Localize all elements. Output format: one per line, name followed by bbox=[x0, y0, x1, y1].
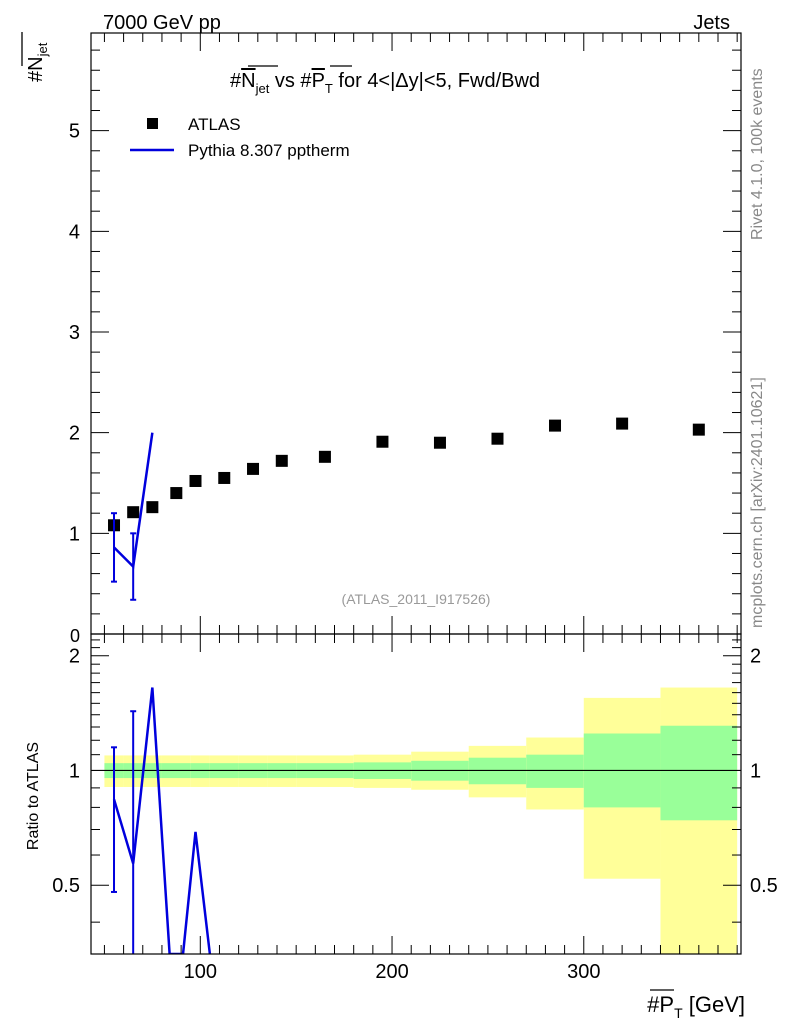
svg-text:#Njet: #Njet bbox=[25, 42, 50, 82]
main-y-tick-zero: 0 bbox=[70, 626, 80, 646]
atlas-data-point bbox=[218, 471, 231, 484]
legend-atlas-label: ATLAS bbox=[188, 115, 241, 134]
ratio-inner-band bbox=[660, 725, 738, 821]
main-data-series bbox=[108, 417, 705, 601]
ratio-y-tick-labels: 0.5 0.5 1 1 2 2 bbox=[52, 646, 778, 898]
ratio-y-tick-label-right: 1 bbox=[750, 760, 761, 782]
svg-text:#PT [GeV]: #PT [GeV] bbox=[647, 992, 745, 1021]
x-axis-label: #PT [GeV] bbox=[647, 989, 745, 1021]
ratio-uncertainty-bands bbox=[104, 687, 738, 954]
main-y-tick-label: 4 bbox=[69, 221, 80, 243]
analysis-id-label: (ATLAS_2011_I917526) bbox=[342, 591, 491, 607]
main-y-axis-label: #Njet bbox=[21, 32, 50, 82]
ratio-data-series bbox=[111, 687, 212, 954]
atlas-data-point bbox=[433, 436, 446, 449]
ratio-y-tick-label-left: 1 bbox=[69, 760, 80, 782]
main-y-tick-labels: 1 2 3 4 5 bbox=[69, 121, 80, 546]
ratio-y-axis-label: Ratio to ATLAS bbox=[25, 742, 42, 850]
atlas-data-point bbox=[127, 506, 140, 519]
atlas-data-point bbox=[491, 432, 504, 445]
atlas-data-point bbox=[146, 501, 159, 514]
ratio-x-tick-label: 100 bbox=[184, 961, 217, 983]
ratio-y-tick-label-right: 0.5 bbox=[750, 875, 778, 897]
ratio-x-tick-labels: 100 200 300 bbox=[184, 961, 601, 983]
ratio-y-tick-label-right: 2 bbox=[750, 646, 761, 668]
main-y-tick-label: 1 bbox=[69, 523, 80, 545]
main-y-tick-label: 2 bbox=[69, 423, 80, 445]
atlas-data-point bbox=[616, 417, 629, 430]
atlas-data-point bbox=[549, 419, 562, 432]
atlas-data-point bbox=[247, 462, 260, 475]
atlas-data-point bbox=[318, 450, 331, 463]
atlas-data-point bbox=[275, 454, 288, 467]
ratio-y-tick-label-left: 0.5 bbox=[52, 875, 80, 897]
ratio-axis-ticks bbox=[91, 634, 741, 954]
atlas-data-point bbox=[189, 474, 202, 487]
ratio-y-tick-label-left: 2 bbox=[69, 646, 80, 668]
main-y-tick-label: 5 bbox=[69, 121, 80, 143]
atlas-data-point bbox=[376, 435, 389, 448]
collision-energy-label: 7000 GeV pp bbox=[103, 12, 221, 34]
legend-atlas-marker bbox=[147, 118, 158, 129]
legend: ATLAS Pythia 8.307 pptherm bbox=[130, 115, 350, 160]
mcplots-reference-label: mcplots.cern.ch [arXiv:2401.10621] bbox=[749, 377, 766, 628]
ratio-x-tick-label: 300 bbox=[567, 961, 600, 983]
plot-title: #Njet vs #PT for 4<|Δy|<5, Fwd/Bwd bbox=[230, 70, 540, 96]
ratio-x-tick-label: 200 bbox=[375, 961, 408, 983]
atlas-data-point bbox=[692, 423, 705, 436]
title-n-symbol: N bbox=[241, 70, 255, 92]
main-y-tick-label: 3 bbox=[69, 322, 80, 344]
ratio-inner-band bbox=[526, 754, 584, 788]
legend-pythia-label: Pythia 8.307 pptherm bbox=[188, 141, 350, 160]
atlas-data-point bbox=[170, 487, 183, 500]
ratio-pythia-line bbox=[112, 687, 212, 954]
ratio-plot-frame bbox=[90, 633, 742, 955]
process-label: Jets bbox=[693, 12, 730, 34]
rivet-version-label: Rivet 4.1.0, 100k events bbox=[749, 68, 766, 240]
